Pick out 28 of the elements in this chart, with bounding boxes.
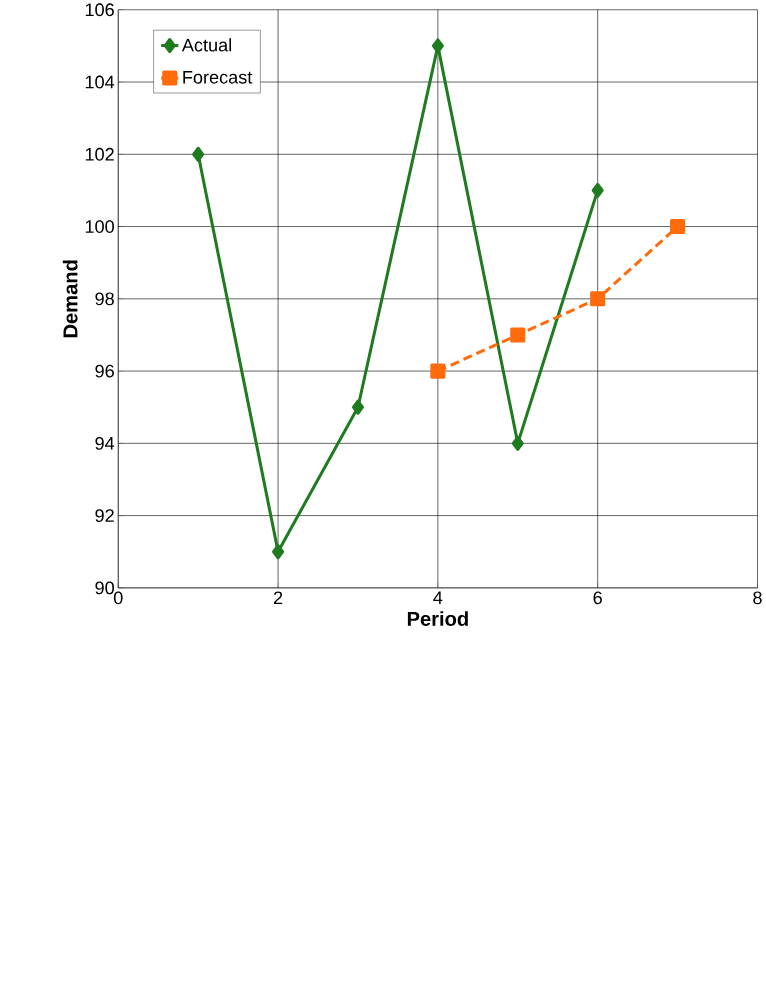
y-tick-label: 92: [95, 509, 114, 523]
x-axis-title: Period: [407, 611, 468, 626]
x-tick-label: 2: [274, 591, 283, 605]
x-tick-label: 6: [593, 591, 602, 605]
y-tick-label: 104: [85, 75, 115, 89]
point: [590, 291, 606, 307]
y-axis-title: Demand: [62, 260, 78, 338]
y-tick-label: 96: [95, 364, 114, 378]
point: [430, 363, 446, 379]
x-tick-label: 0: [113, 591, 123, 605]
point: [511, 435, 524, 451]
point: [510, 327, 526, 343]
y-tick-label: 106: [85, 3, 114, 17]
point: [431, 38, 444, 54]
y-tick-label: 98: [95, 292, 114, 306]
y-tick-label: 102: [85, 147, 114, 161]
point: [351, 399, 365, 415]
point: [192, 146, 205, 162]
point: [272, 544, 285, 560]
y-tick-label: 94: [95, 436, 115, 450]
x-tick-label: 4: [433, 591, 443, 604]
legend-label: Forecast: [183, 70, 253, 84]
y-tick-label: 90: [95, 581, 115, 595]
x-tick-label: 8: [753, 591, 762, 605]
point: [591, 182, 604, 198]
point: [670, 219, 686, 235]
y-tick-label: 100: [85, 220, 115, 233]
legend-label: Actual: [181, 38, 232, 52]
